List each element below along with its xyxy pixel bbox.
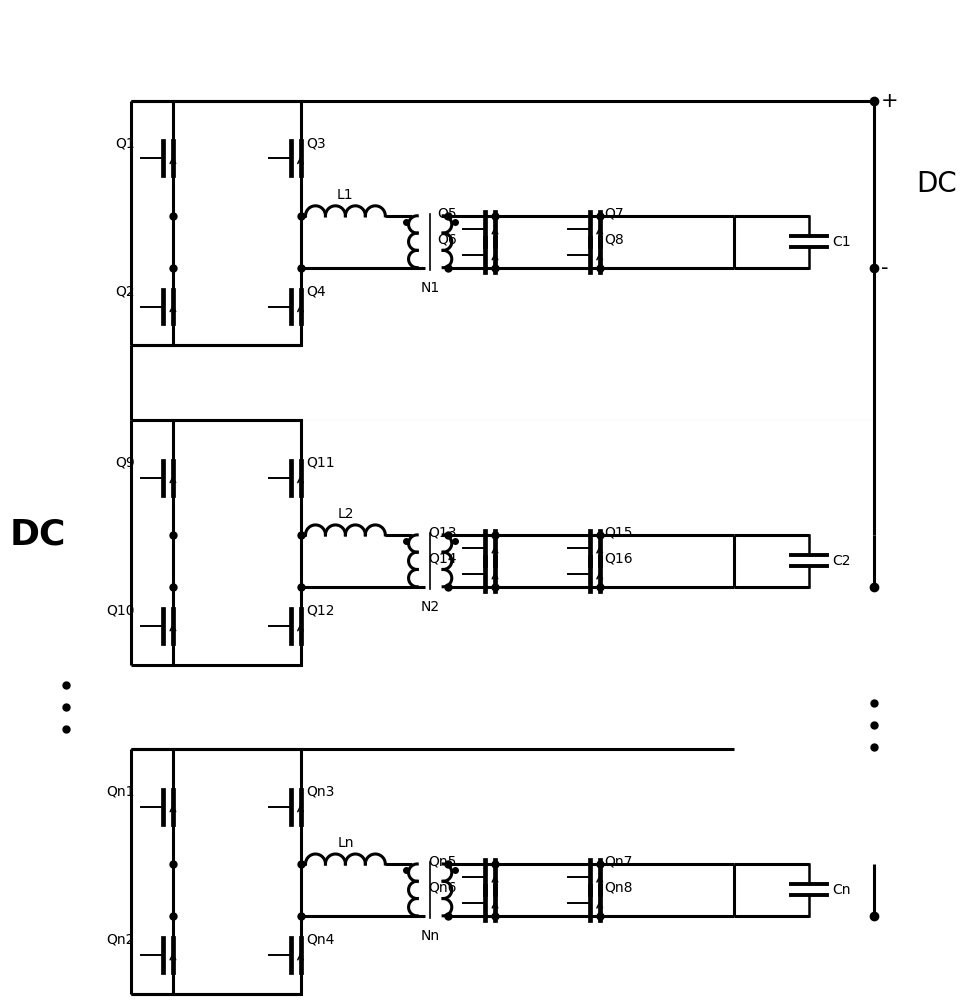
Text: +: + [880, 91, 898, 111]
Text: Q4: Q4 [306, 285, 326, 299]
Text: Qn6: Qn6 [428, 881, 457, 895]
Text: N1: N1 [421, 281, 439, 295]
Text: Q7: Q7 [604, 207, 624, 221]
Text: Qn4: Qn4 [306, 933, 334, 947]
Text: Q14: Q14 [428, 552, 457, 566]
Text: Q2: Q2 [115, 285, 135, 299]
Text: Q1: Q1 [115, 136, 135, 150]
Text: DC: DC [10, 518, 66, 552]
Text: Q12: Q12 [306, 604, 334, 618]
Text: Qn5: Qn5 [428, 855, 457, 869]
Text: C1: C1 [831, 235, 850, 249]
Text: Qn7: Qn7 [604, 855, 633, 869]
Text: Q3: Q3 [306, 136, 326, 150]
Text: -: - [880, 258, 887, 278]
Text: Qn8: Qn8 [604, 881, 633, 895]
Text: Q15: Q15 [604, 526, 633, 540]
Text: Q11: Q11 [306, 456, 334, 470]
Text: DC: DC [914, 170, 956, 198]
Text: Q8: Q8 [604, 233, 624, 247]
Text: Qn3: Qn3 [306, 785, 334, 799]
Text: Q9: Q9 [115, 456, 135, 470]
Text: Ln: Ln [336, 836, 353, 850]
Text: Q16: Q16 [604, 552, 633, 566]
Text: Cn: Cn [831, 883, 850, 897]
Text: Nn: Nn [421, 929, 439, 943]
Text: Q10: Q10 [107, 604, 135, 618]
Text: Q6: Q6 [437, 233, 457, 247]
Text: Qn1: Qn1 [107, 785, 135, 799]
Text: L1: L1 [336, 188, 353, 202]
Text: L2: L2 [336, 507, 353, 521]
Text: C2: C2 [831, 554, 850, 568]
Text: Q13: Q13 [428, 526, 457, 540]
Text: Q5: Q5 [437, 207, 457, 221]
Text: N2: N2 [421, 600, 439, 614]
Text: Qn2: Qn2 [107, 933, 135, 947]
